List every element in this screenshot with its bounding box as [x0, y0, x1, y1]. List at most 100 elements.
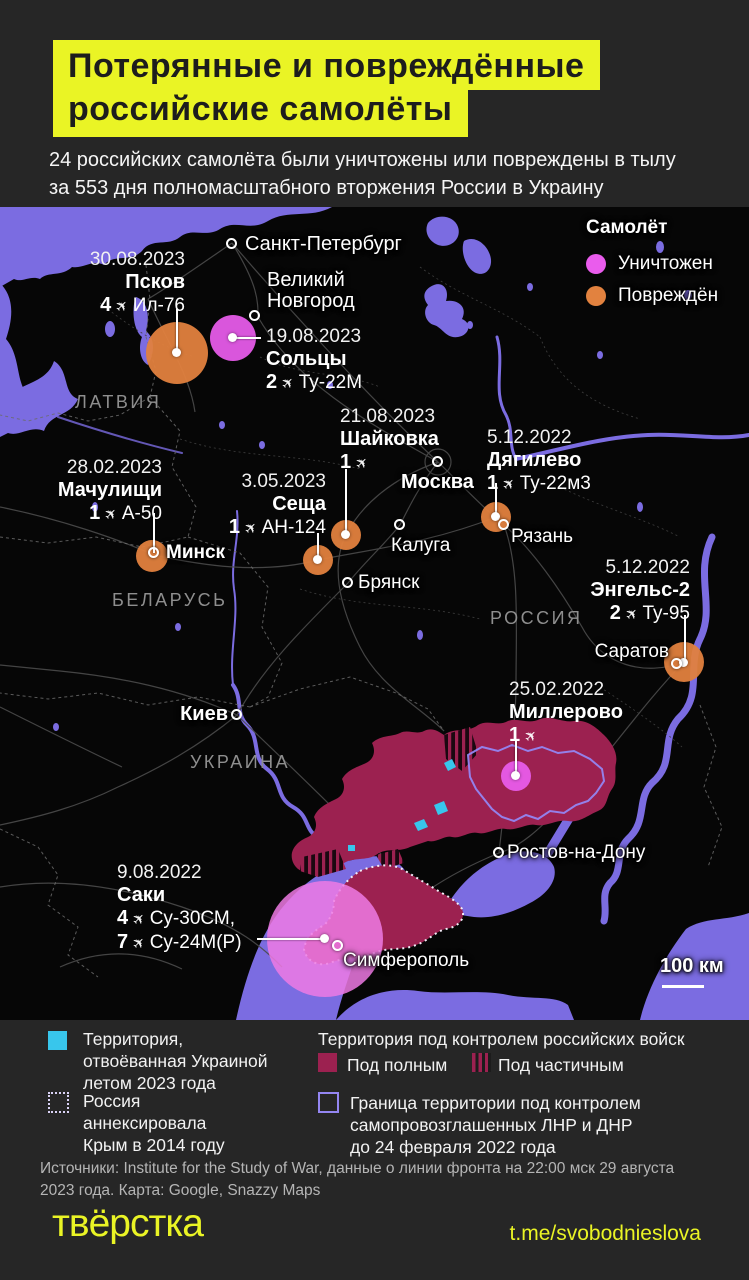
event-label-dyagilevo: 5.12.2022 Дягилево 1✈Ту-22м3	[487, 426, 591, 496]
city-label-bryansk: Брянск	[358, 572, 420, 593]
title-line-1: Потерянные и повреждённые	[53, 40, 601, 90]
event-label-pskov: 30.08.2023 Псков 4✈Ил-76	[90, 248, 185, 318]
city-dot-bryansk	[342, 577, 353, 588]
event-dot-seshcha	[313, 555, 322, 564]
event-aircraft: 4✈Ил-76	[90, 294, 185, 318]
legend-item-destroyed: Уничтожен	[586, 253, 718, 275]
city-label-ryazan: Рязань	[511, 526, 574, 547]
leader-seshcha	[317, 533, 319, 560]
plane-icon: ✈	[240, 518, 262, 539]
event-date: 21.08.2023	[340, 406, 436, 427]
leader-dyagilevo	[495, 483, 497, 517]
event-label-shaykovka: 21.08.2023 Шайковка 1✈	[340, 405, 439, 475]
plane-icon: ✈	[101, 504, 123, 525]
city-dot-sankt-peterburg	[226, 238, 237, 249]
control-legend-title: Территория под контролем российских войс…	[318, 1029, 685, 1049]
plane-icon: ✈	[498, 474, 520, 495]
recaptured-swatch-icon	[48, 1031, 67, 1050]
subtitle-line-1: 24 российских самолёта были уничтожены и…	[49, 149, 676, 171]
verstka-logo: твёрстка	[52, 1202, 204, 1245]
full-control-label: Под полным	[347, 1055, 448, 1075]
event-aircraft: 1✈Ту-22м3	[487, 472, 591, 496]
event-date: 3.05.2023	[241, 471, 326, 492]
destroyed-dot-icon	[586, 254, 606, 274]
map: Санкт-Петербург Великий Новгород Москва …	[0, 207, 749, 1020]
city-label-minsk: Минск	[166, 542, 226, 563]
city-label-rostov: Ростов-на-Дону	[507, 842, 646, 863]
leader-saki	[257, 938, 325, 940]
page-title: Потерянные и повреждённые российские сам…	[53, 40, 601, 137]
title-line-2: российские самолёты	[53, 90, 469, 137]
plane-icon: ✈	[351, 453, 373, 474]
partial-control-label: Под частичным	[498, 1055, 624, 1075]
leader-engels	[684, 615, 686, 662]
city-dot-moskva	[432, 456, 443, 467]
event-dot-millerovo	[511, 771, 520, 780]
event-date: 25.02.2022	[509, 679, 605, 700]
city-dot-velikiy-novgorod	[249, 310, 260, 321]
full-control-swatch-icon	[318, 1053, 337, 1072]
leader-pskov	[176, 309, 178, 353]
event-dot-engels	[679, 658, 688, 667]
event-aircraft: 7✈Су-24М(Р)	[117, 931, 242, 955]
recaptured-label: Территория, отвоёванная Украиной летом 2…	[83, 1029, 268, 1093]
subtitle: 24 российских самолёта были уничтожены и…	[49, 146, 676, 202]
crimea-swatch-icon	[48, 1092, 69, 1113]
city-label-kaluga: Калуга	[391, 535, 451, 556]
event-label-millerovo: 25.02.2022 Миллерово 1✈	[509, 678, 623, 748]
city-dot-saratov	[671, 658, 682, 669]
event-aircraft: 1✈АН-124	[229, 516, 326, 540]
event-place: Саки	[117, 884, 166, 906]
country-label-latvia: ЛАТВИЯ	[75, 392, 162, 412]
leader-millerovo	[515, 741, 517, 776]
plane-icon: ✈	[520, 726, 542, 747]
damaged-dot-icon	[586, 286, 606, 306]
plane-icon: ✈	[277, 373, 299, 394]
event-aircraft: 1✈	[340, 451, 439, 475]
event-place: Дягилево	[487, 449, 582, 471]
event-label-solcy: 19.08.2023 Сольцы 2✈Ту-22М	[266, 325, 362, 395]
event-label-engels: 5.12.2022 Энгельс-2 2✈Ту-95	[590, 556, 690, 626]
city-label-simferopol: Симферополь	[343, 950, 470, 971]
event-date: 28.02.2023	[66, 457, 162, 478]
leader-shaykovka	[345, 469, 347, 535]
leader-solcy	[233, 337, 261, 339]
event-label-machulishchi: 28.02.2023 Мачулищи 1✈А-50	[58, 456, 162, 526]
event-label-saki: 9.08.2022 Саки 4✈Су-30СМ, 7✈Су-24М(Р)	[117, 861, 242, 955]
city-dot-simferopol	[332, 940, 343, 951]
event-dot-pskov	[172, 348, 181, 357]
legend-item-damaged: Повреждён	[586, 285, 718, 307]
city-label-moskva: Москва	[401, 471, 474, 493]
subtitle-line-2: за 553 дня полномасштабного вторжения Ро…	[49, 177, 604, 199]
country-label-ukraine: УКРАИНА	[190, 752, 291, 772]
city-dot-ryazan	[498, 519, 509, 530]
event-dot-solcy	[228, 333, 237, 342]
country-label-russia: РОССИЯ	[490, 608, 583, 628]
city-label-kiev: Киев	[180, 703, 228, 725]
telegram-link[interactable]: t.me/svobodnieslova	[509, 1222, 701, 1245]
event-date: 5.12.2022	[605, 557, 690, 578]
city-dot-kaluga	[394, 519, 405, 530]
country-label-belarus: БЕЛАРУСЬ	[112, 590, 228, 610]
event-aircraft: 2✈Ту-95	[590, 602, 690, 626]
leader-machulishchi	[153, 513, 155, 553]
event-date: 30.08.2023	[89, 249, 185, 270]
city-label-sankt-peterburg: Санкт-Петербург	[245, 233, 402, 255]
event-date: 5.12.2022	[487, 427, 572, 448]
event-dot-dyagilevo	[491, 512, 500, 521]
event-label-seshcha: 3.05.2023 Сеща 1✈АН-124	[229, 470, 326, 540]
city-dot-rostov	[493, 847, 504, 858]
aircraft-legend-title: Самолёт	[586, 217, 668, 238]
event-date: 19.08.2023	[266, 326, 362, 347]
territory-legend: Территория, отвоёванная Украиной летом 2…	[0, 1020, 749, 1160]
scale-label: 100 км	[660, 955, 724, 977]
plane-icon: ✈	[128, 933, 150, 954]
city-dot-kiev	[231, 709, 242, 720]
plane-icon: ✈	[112, 296, 133, 317]
event-place: Сеща	[272, 493, 326, 515]
plane-icon: ✈	[621, 604, 643, 625]
event-date: 9.08.2022	[117, 862, 202, 883]
event-place: Сольцы	[266, 348, 347, 370]
event-place: Миллерово	[509, 701, 623, 723]
